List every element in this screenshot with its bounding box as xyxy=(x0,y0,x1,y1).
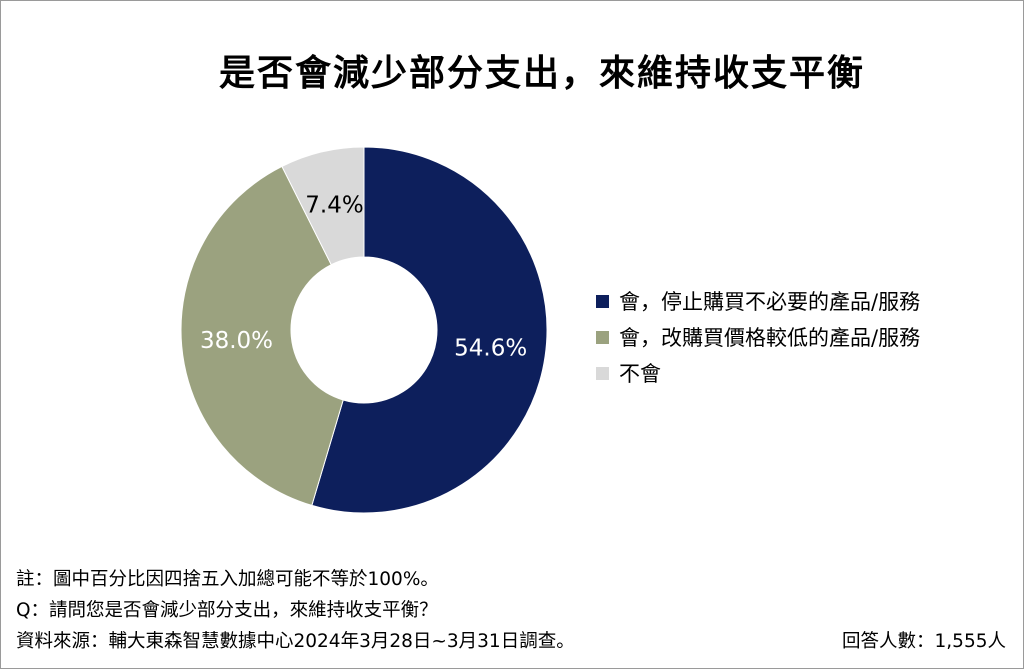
survey-question: Q：請問您是否會減少部分支出，來維持收支平衡？ xyxy=(16,600,438,621)
legend-label: 會，改購買價格較低的產品/服務 xyxy=(619,326,921,350)
legend-label: 不會 xyxy=(619,362,661,386)
donut-slice-2 xyxy=(180,165,344,507)
slice-value-label-2: 38.0% xyxy=(200,328,273,354)
donut-slice-3 xyxy=(281,146,365,266)
footnote-rounding: 註：圖中百分比因四捨五入加總可能不等於100%。 xyxy=(16,569,439,590)
legend-swatch xyxy=(596,366,609,380)
slice-value-label-3: 7.4% xyxy=(305,192,363,218)
slice-value-label-1: 54.6% xyxy=(454,335,527,361)
legend-item-2: 會，改購買價格較低的產品/服務 xyxy=(596,319,920,355)
donut-slice-1 xyxy=(311,146,548,514)
legend-swatch xyxy=(596,330,609,344)
respondent-count: 回答人數：1,555人 xyxy=(842,631,1006,652)
chart-title: 是否會減少部分支出，來維持收支平衡 xyxy=(218,53,865,94)
legend-item-3: 不會 xyxy=(596,355,920,391)
legend-label: 會，停止購買不必要的產品/服務 xyxy=(619,290,921,314)
legend-swatch xyxy=(596,294,609,308)
chart-legend: 會，停止購買不必要的產品/服務 會，改購買價格較低的產品/服務 不會 xyxy=(596,283,920,391)
legend-item-1: 會，停止購買不必要的產品/服務 xyxy=(596,283,920,319)
data-source: 資料來源：輔大東森智慧數據中心2024年3月28日~3月31日調查。 xyxy=(16,631,575,652)
